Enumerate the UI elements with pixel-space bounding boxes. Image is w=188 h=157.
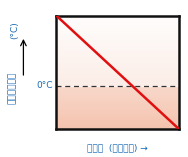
Text: (°C): (°C) (10, 21, 19, 39)
Text: समय  (मिनट) →: समय (मिनट) → (87, 143, 148, 152)
Text: तापमान: तापमान (8, 72, 17, 104)
Text: 0°C: 0°C (36, 81, 53, 90)
